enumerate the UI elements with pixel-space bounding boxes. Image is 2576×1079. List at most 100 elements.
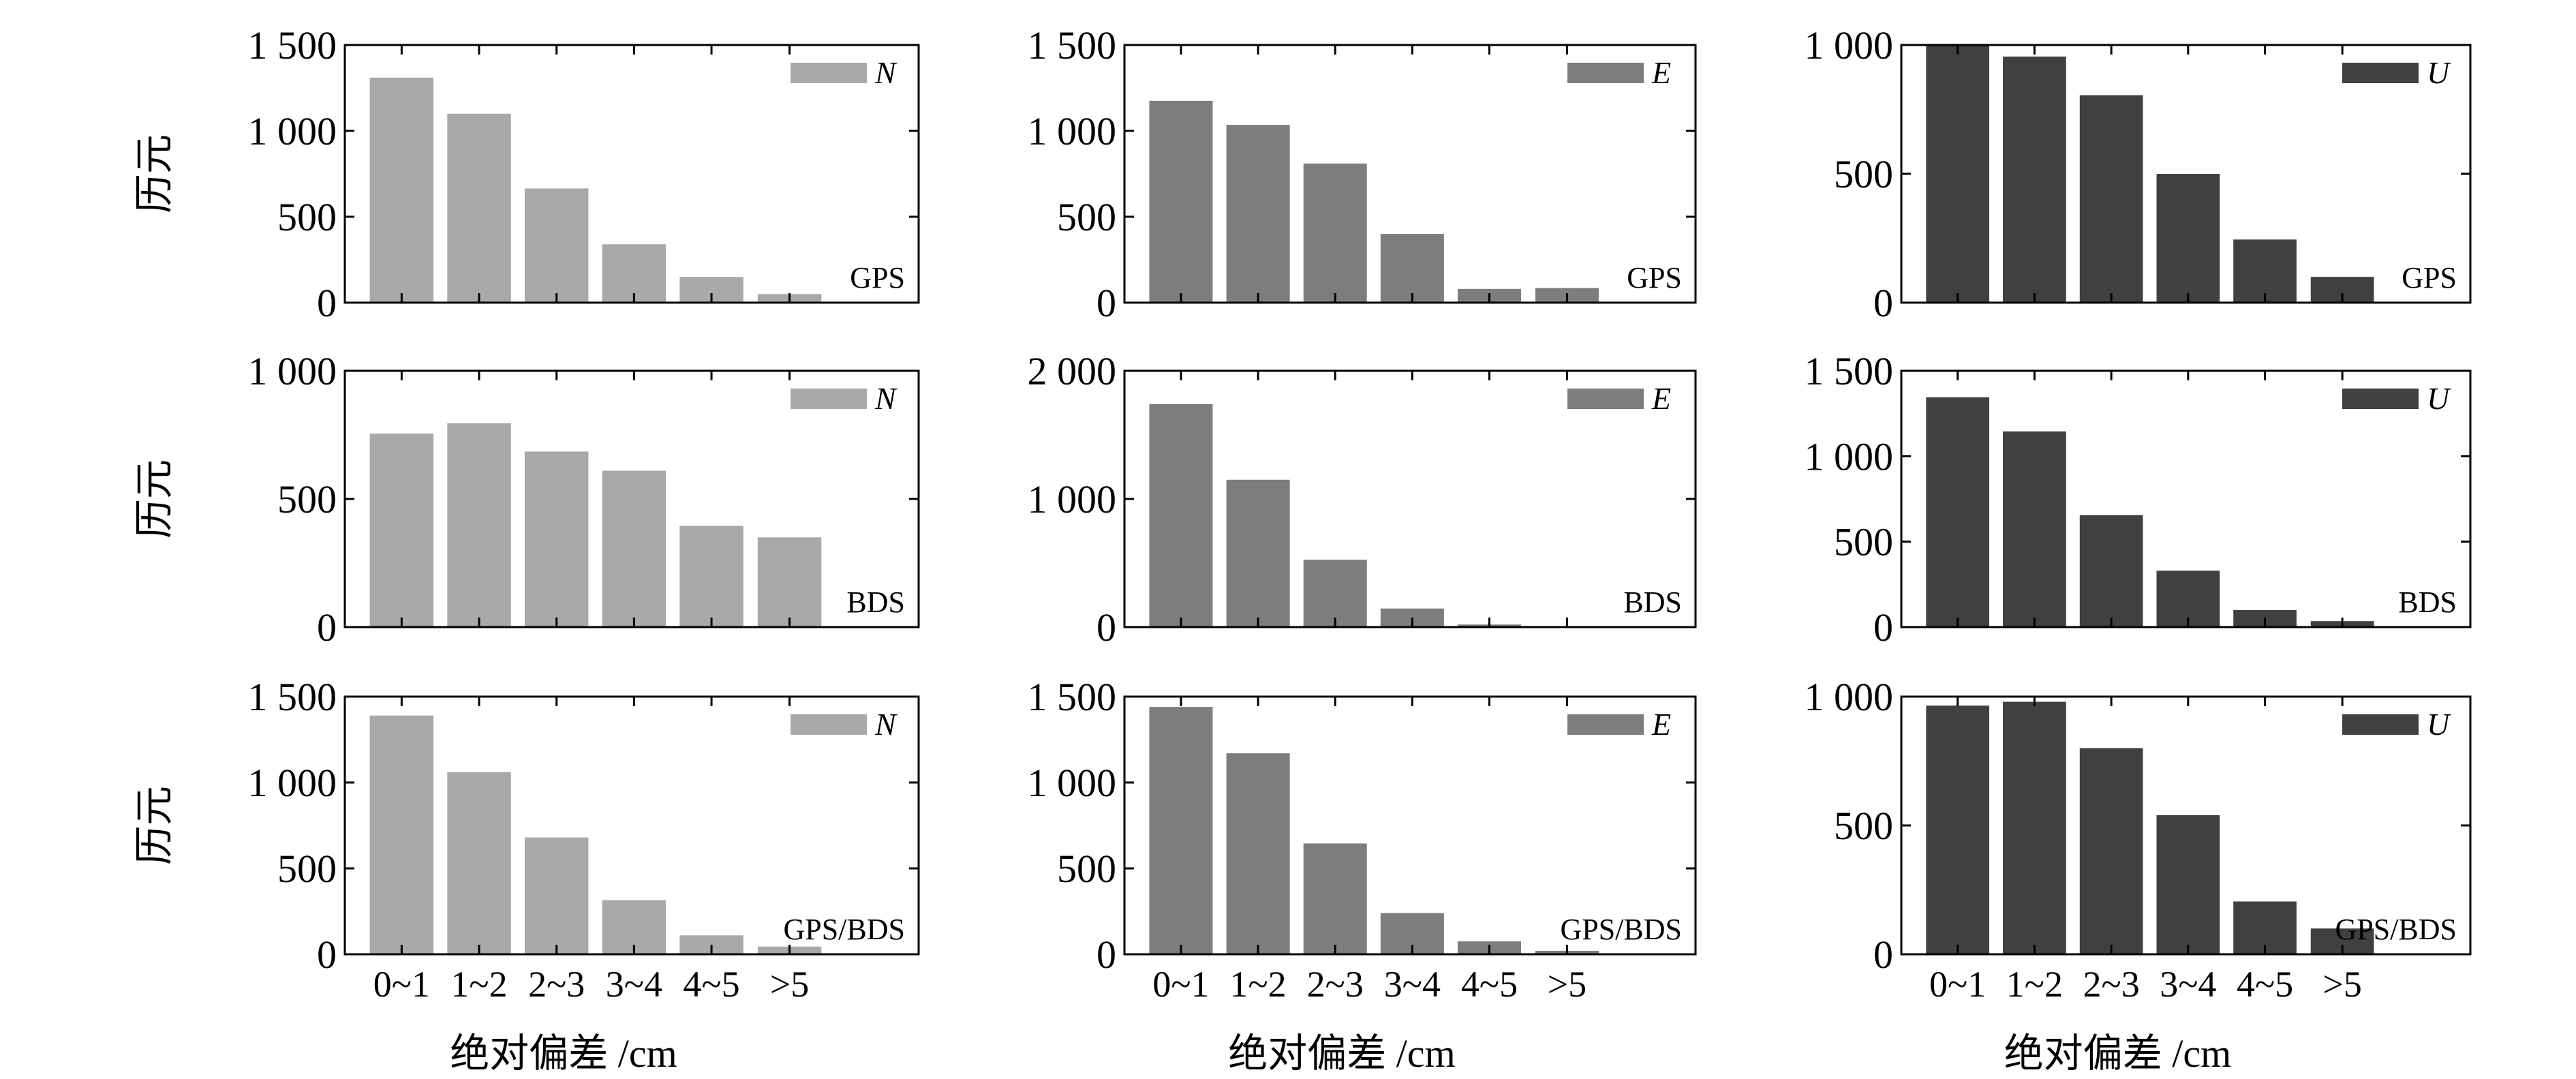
bar-1~2: [1226, 125, 1290, 303]
legend-label: N: [874, 707, 898, 742]
x-tick-label: >5: [2322, 964, 2361, 1005]
bar-1~2: [1226, 479, 1290, 627]
y-tick-label: 1 500: [1028, 23, 1117, 67]
bar-3~4: [602, 244, 666, 303]
x-axis-title: 绝对偏差 /cm: [2004, 1031, 2231, 1076]
y-tick-label: 1 000: [248, 349, 337, 393]
y-tick-label: 1 000: [1028, 109, 1117, 153]
bar-3~4: [602, 470, 666, 627]
y-axis-title: 历元: [132, 134, 177, 213]
bar-0~1: [369, 434, 434, 627]
x-tick-label: 0~1: [1152, 964, 1209, 1005]
y-tick-label: 0: [1097, 605, 1116, 650]
subplot-gps-n: 0 500 1 000 1 500 N GPS: [248, 23, 920, 325]
y-tick-label: 500: [277, 195, 337, 239]
legend-swatch: [1567, 389, 1644, 409]
x-axis-title: 绝对偏差 /cm: [450, 1031, 677, 1076]
x-tick-label: 3~4: [606, 964, 662, 1005]
y-tick-label: 0: [317, 932, 337, 977]
bar-2~3: [2079, 95, 2143, 303]
bar-2~3: [524, 451, 589, 627]
bar-2~3: [524, 188, 589, 303]
bar-1~2: [447, 113, 511, 303]
legend-label: U: [2427, 381, 2451, 416]
system-label: GPS: [850, 261, 905, 294]
y-tick-label: 500: [277, 477, 337, 521]
bar-2~3: [1303, 843, 1367, 954]
y-tick-label: 1 000: [248, 109, 337, 153]
x-tick-label: 4~5: [1461, 964, 1518, 1005]
y-tick-label: 0: [1097, 281, 1116, 325]
system-label: BDS: [2398, 586, 2457, 619]
x-tick-label: 4~5: [2237, 964, 2293, 1005]
legend-swatch: [791, 63, 867, 83]
bar-2~3: [2079, 515, 2143, 627]
x-tick-label: >5: [770, 964, 809, 1005]
y-tick-label: 500: [1057, 195, 1116, 239]
y-tick-label: 1 000: [1805, 434, 1894, 478]
system-label: GPS: [1627, 261, 1682, 294]
y-tick-label: 1 000: [1028, 761, 1117, 805]
legend-swatch: [2342, 714, 2419, 735]
plot-frame: [1123, 695, 1697, 956]
legend-swatch: [2342, 63, 2419, 83]
legend-label: E: [1651, 55, 1671, 90]
bar-3~4: [1380, 234, 1444, 303]
subplot-gps-bds-n: 0 500 1 000 1 500 N GPS/BDS 0~1 1~2 2~3 3~4 4~5 >5: [248, 675, 920, 1005]
bar-0~1: [1926, 705, 1990, 954]
bar-0~1: [1149, 404, 1213, 627]
y-tick-label: 500: [1834, 152, 1893, 196]
legend-swatch: [791, 389, 867, 409]
plot-frame: [343, 44, 920, 304]
y-tick-label: 1 000: [1805, 23, 1894, 67]
bar-0~1: [369, 77, 434, 303]
bar-2~3: [1303, 163, 1367, 303]
y-tick-label: 500: [1057, 847, 1116, 891]
x-tick-label: 4~5: [683, 964, 739, 1005]
bar-1~2: [2003, 57, 2066, 303]
y-axis-title: 历元: [132, 786, 177, 865]
x-axis-title: 绝对偏差 /cm: [1228, 1031, 1455, 1076]
y-tick-label: 1 000: [248, 761, 337, 805]
bar-2~3: [524, 837, 589, 954]
bar-1~2: [447, 772, 511, 954]
subplot-gps-u: 0 500 1 000 U GPS: [1805, 23, 2472, 325]
legend-label: E: [1651, 381, 1671, 416]
subplot-gps-bds-u: 0 500 1 000 U GPS/BDS 0~1 1~2 2~3 3~4 4~5 >5: [1805, 675, 2472, 1005]
y-tick-label: 0: [1097, 932, 1116, 977]
system-label: BDS: [1623, 586, 1682, 619]
x-tick-label: 2~3: [528, 964, 585, 1005]
plot-frame: [1900, 369, 2472, 628]
x-tick-label: 2~3: [1307, 964, 1364, 1005]
bar-1~2: [1226, 753, 1290, 954]
y-tick-label: 0: [317, 281, 337, 325]
bar-2~3: [1303, 560, 1367, 627]
y-tick-label: 0: [317, 605, 337, 650]
subplot-gps-e: 0 500 1 000 1 500 E GPS: [1028, 23, 1697, 325]
y-tick-label: 1 000: [1028, 477, 1117, 521]
bar-0~1: [1149, 707, 1213, 954]
legend-label: U: [2427, 55, 2451, 90]
subplot-bds-u: 0 500 1 000 1 500 U BDS: [1805, 349, 2472, 650]
y-tick-label: 1 500: [1028, 675, 1117, 719]
x-tick-label: >5: [1548, 964, 1586, 1005]
legend-label: N: [874, 381, 898, 416]
subplot-bds-n: 0 500 1 000 N BDS: [248, 349, 920, 650]
y-tick-label: 1 500: [248, 23, 337, 67]
bar-0~1: [1926, 397, 1990, 627]
bar-3~4: [2156, 174, 2220, 303]
bar->5: [757, 537, 822, 627]
bar-4~5: [679, 526, 743, 627]
bar-1~2: [447, 423, 511, 627]
y-tick-label: 500: [1834, 804, 1893, 848]
bar-4~5: [2233, 239, 2297, 303]
y-tick-label: 1 000: [1805, 675, 1894, 719]
subplot-bds-e: 0 1 000 2 000 E BDS: [1028, 349, 1697, 650]
x-tick-label: 0~1: [1929, 964, 1986, 1005]
bar-1~2: [2003, 431, 2066, 627]
system-label: GPS/BDS: [2335, 913, 2457, 946]
y-tick-label: 0: [1873, 605, 1893, 650]
subplot-gps-bds-e: 0 500 1 000 1 500 E GPS/BDS 0~1 1~2 2~3 3~4 4~5 >5: [1028, 675, 1697, 1005]
y-tick-label: 1 500: [1805, 349, 1894, 393]
